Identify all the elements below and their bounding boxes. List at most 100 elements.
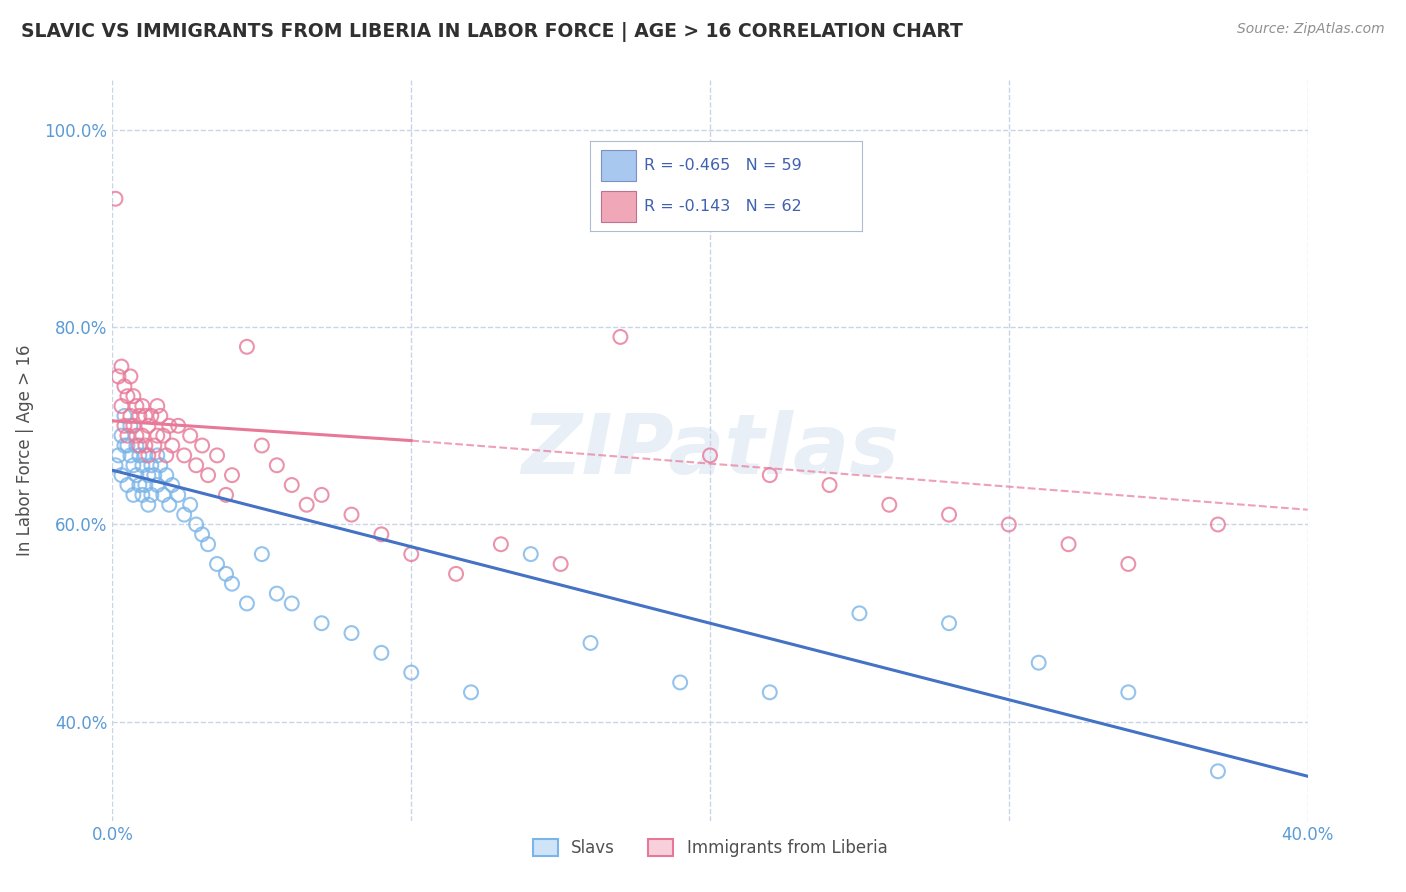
Point — [215, 566, 238, 581]
Point — [107, 449, 129, 463]
Point — [173, 508, 195, 522]
Point — [131, 399, 153, 413]
Point — [104, 192, 127, 206]
Text: ZIPatlas: ZIPatlas — [522, 410, 898, 491]
Point — [311, 616, 333, 631]
Point — [134, 438, 156, 452]
Point — [141, 488, 163, 502]
Point — [120, 369, 142, 384]
Point — [114, 438, 135, 452]
Point — [295, 498, 318, 512]
Point — [179, 498, 201, 512]
Point — [138, 468, 160, 483]
Point — [938, 616, 960, 631]
Point — [197, 468, 219, 483]
Point — [146, 428, 169, 442]
Point — [122, 418, 145, 433]
Point — [266, 458, 288, 473]
Point — [205, 557, 228, 571]
Point — [149, 458, 172, 473]
Point — [1057, 537, 1080, 551]
Point — [114, 418, 135, 433]
Point — [998, 517, 1021, 532]
Point — [120, 418, 142, 433]
Point — [236, 597, 259, 611]
Point — [128, 409, 150, 423]
Point — [186, 517, 208, 532]
Point — [340, 508, 363, 522]
Text: R = -0.465   N = 59: R = -0.465 N = 59 — [644, 158, 801, 173]
Point — [122, 458, 145, 473]
Point — [138, 418, 160, 433]
Point — [117, 438, 139, 452]
Point — [134, 409, 156, 423]
Point — [173, 449, 195, 463]
Point — [143, 468, 166, 483]
Point — [167, 418, 190, 433]
Point — [125, 438, 148, 452]
Text: Source: ZipAtlas.com: Source: ZipAtlas.com — [1237, 22, 1385, 37]
Point — [370, 646, 392, 660]
Point — [155, 468, 177, 483]
Point — [146, 478, 169, 492]
Point — [370, 527, 392, 541]
Point — [104, 458, 127, 473]
Point — [107, 369, 129, 384]
Point — [131, 488, 153, 502]
Point — [138, 449, 160, 463]
Point — [134, 449, 156, 463]
Point — [146, 449, 169, 463]
Point — [489, 537, 512, 551]
Point — [167, 488, 190, 502]
Point — [110, 399, 132, 413]
Point — [609, 330, 631, 344]
Point — [157, 418, 180, 433]
Point — [250, 438, 273, 452]
Point — [281, 597, 304, 611]
Point — [550, 557, 572, 571]
Point — [138, 498, 160, 512]
Point — [141, 409, 163, 423]
Point — [236, 340, 259, 354]
Point — [460, 685, 482, 699]
Point — [1118, 685, 1140, 699]
Point — [125, 399, 148, 413]
Point — [143, 438, 166, 452]
Point — [281, 478, 304, 492]
Text: SLAVIC VS IMMIGRANTS FROM LIBERIA IN LABOR FORCE | AGE > 16 CORRELATION CHART: SLAVIC VS IMMIGRANTS FROM LIBERIA IN LAB… — [21, 22, 963, 42]
Point — [186, 458, 208, 473]
Point — [250, 547, 273, 561]
Point — [141, 458, 163, 473]
Point — [520, 547, 543, 561]
Point — [401, 665, 423, 680]
Point — [266, 586, 288, 600]
Point — [191, 527, 214, 541]
Point — [444, 566, 467, 581]
Point — [191, 438, 214, 452]
Point — [114, 409, 135, 423]
Point — [818, 478, 841, 492]
Point — [134, 478, 156, 492]
Point — [759, 685, 782, 699]
Point — [114, 379, 135, 393]
Bar — [600, 151, 636, 181]
Point — [221, 576, 243, 591]
Point — [125, 428, 148, 442]
Point — [1206, 517, 1229, 532]
Point — [110, 468, 132, 483]
Point — [205, 449, 228, 463]
Point — [162, 478, 183, 492]
Point — [1118, 557, 1140, 571]
Point — [157, 498, 180, 512]
Y-axis label: In Labor Force | Age > 16: In Labor Force | Age > 16 — [15, 344, 34, 557]
Point — [879, 498, 901, 512]
Point — [128, 449, 150, 463]
Point — [848, 607, 870, 621]
Point — [197, 537, 219, 551]
Point — [131, 428, 153, 442]
Point — [131, 458, 153, 473]
Point — [120, 449, 142, 463]
Point — [401, 547, 423, 561]
Point — [221, 468, 243, 483]
Point — [110, 359, 132, 374]
